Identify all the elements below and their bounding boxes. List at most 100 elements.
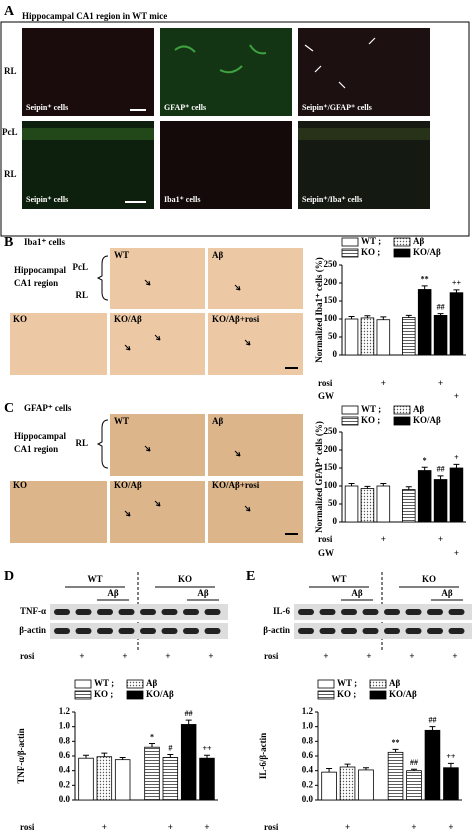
blot-band bbox=[362, 609, 379, 615]
significance-mark: ++ bbox=[446, 752, 456, 761]
arrow bbox=[234, 450, 241, 457]
blot-band bbox=[183, 609, 199, 615]
blot bbox=[50, 623, 228, 639]
legend-label: KO ; bbox=[94, 689, 113, 699]
error-bar bbox=[405, 314, 412, 318]
blot-label: β-actin bbox=[263, 625, 290, 635]
error-bar bbox=[364, 315, 371, 318]
blot-band bbox=[140, 628, 156, 634]
image-label: KO/Aβ bbox=[114, 314, 142, 324]
bar bbox=[417, 470, 432, 523]
error-bar bbox=[447, 762, 454, 768]
y-tick-label: 200 bbox=[324, 277, 338, 287]
significance-mark: ## bbox=[428, 715, 436, 724]
bracket bbox=[96, 255, 109, 301]
ihc-images bbox=[10, 248, 303, 375]
bar bbox=[424, 729, 441, 801]
legend-swatch bbox=[341, 416, 359, 426]
error-bar bbox=[167, 754, 174, 758]
image-label: KO/Aβ+rosi bbox=[212, 314, 260, 324]
legend-swatch bbox=[317, 690, 335, 700]
treatment-mark: + bbox=[323, 651, 328, 661]
layer-label: PcL bbox=[73, 262, 89, 272]
image-label: Aβ bbox=[212, 416, 223, 426]
blot-band bbox=[341, 628, 357, 634]
legend-label: KO/Aβ bbox=[146, 689, 174, 699]
error-bar bbox=[380, 482, 387, 486]
significance-mark: ++ bbox=[202, 744, 212, 753]
group-label: WT bbox=[87, 574, 102, 584]
bar bbox=[449, 292, 464, 356]
treatment-mark: + bbox=[345, 822, 350, 832]
image-label: WT bbox=[114, 250, 129, 260]
bar bbox=[162, 757, 179, 801]
error-bar bbox=[392, 748, 399, 753]
treatment-label: Aβ bbox=[197, 588, 208, 598]
y-tick-label: 0.0 bbox=[302, 794, 314, 804]
legend-label: Aβ bbox=[413, 404, 424, 414]
legend-swatch bbox=[393, 405, 411, 415]
blot-band bbox=[183, 628, 199, 634]
y-tick-label: 0.6 bbox=[59, 750, 71, 760]
blot bbox=[50, 604, 228, 620]
legend-label: Aβ bbox=[413, 236, 424, 246]
bar bbox=[360, 317, 375, 356]
y-axis-label: Normalized Iba1⁺ cells (%) bbox=[314, 257, 324, 362]
treatment-mark: + bbox=[79, 651, 84, 661]
arrow bbox=[154, 334, 161, 341]
error-bar bbox=[348, 315, 355, 319]
row-label: rosi bbox=[318, 534, 333, 544]
bar bbox=[387, 751, 404, 801]
y-tick-label: 0.8 bbox=[59, 735, 71, 745]
error-bar bbox=[119, 756, 126, 760]
legend-label: KO ; bbox=[361, 415, 380, 425]
y-tick-label: 100 bbox=[324, 480, 338, 490]
legend-label: KO/Aβ bbox=[389, 689, 417, 699]
panel-label: A bbox=[4, 4, 15, 19]
blot-band bbox=[341, 609, 357, 615]
error-bar bbox=[348, 482, 355, 486]
image-label: KO bbox=[13, 480, 27, 490]
arrow bbox=[144, 445, 151, 452]
image-label: KO bbox=[13, 314, 27, 324]
region-label: CA1 region bbox=[14, 278, 58, 288]
layer-label: RL bbox=[75, 438, 88, 448]
y-axis-label: IL-6/β-actin bbox=[258, 733, 268, 779]
region-label: Hippocampal bbox=[14, 431, 67, 441]
legend-label: KO/Aβ bbox=[413, 415, 441, 425]
y-tick-label: 1.2 bbox=[302, 706, 314, 716]
y-tick-label: 100 bbox=[324, 313, 338, 323]
significance-mark: ** bbox=[421, 275, 429, 284]
bar bbox=[417, 289, 432, 356]
blot-band bbox=[97, 609, 113, 615]
treatment-mark: + bbox=[409, 651, 414, 661]
panel-label: E bbox=[246, 569, 255, 584]
region-label: Hippocampal bbox=[14, 265, 67, 275]
treatment-mark: + bbox=[438, 534, 443, 544]
significance-mark: # bbox=[168, 743, 172, 752]
error-bar bbox=[453, 463, 460, 468]
bar bbox=[406, 770, 422, 801]
y-tick-label: 50 bbox=[328, 498, 338, 508]
y-tick-label: 1.0 bbox=[302, 721, 314, 731]
panel-label: C bbox=[4, 401, 14, 416]
image-caption: Seipin⁺/GFAP⁺ cells bbox=[302, 103, 372, 112]
legend-swatch bbox=[393, 237, 411, 247]
blot-band bbox=[362, 628, 379, 634]
blot-label: IL-6 bbox=[273, 606, 291, 616]
y-tick-label: 0 bbox=[333, 349, 338, 359]
treatment-mark: + bbox=[438, 378, 443, 388]
legend-swatch bbox=[126, 690, 144, 700]
y-tick-label: 0.2 bbox=[302, 779, 314, 789]
row-label: rosi bbox=[264, 822, 279, 832]
image-label: WT bbox=[114, 416, 129, 426]
blot-band bbox=[204, 628, 221, 634]
image-caption: Seipin⁺/Iba⁺ cells bbox=[302, 195, 362, 204]
bar bbox=[114, 759, 131, 801]
blot-band bbox=[118, 609, 135, 615]
arrow bbox=[234, 284, 241, 291]
row-label: rosi bbox=[318, 378, 333, 388]
arrow bbox=[244, 505, 251, 512]
error-bar bbox=[405, 486, 412, 490]
treatment-mark: + bbox=[381, 534, 386, 544]
